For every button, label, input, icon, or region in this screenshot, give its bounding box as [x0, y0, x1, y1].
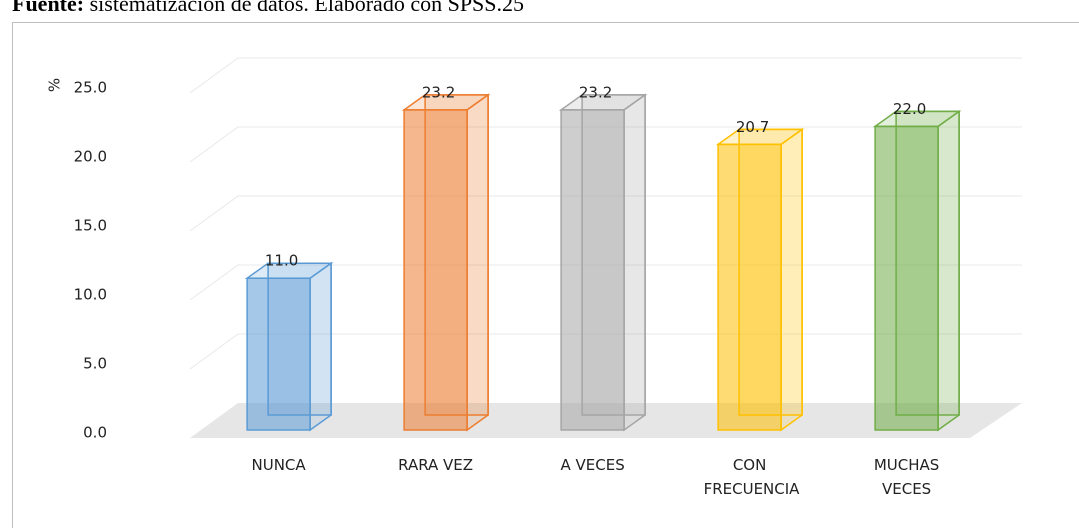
source-label: Fuente: [12, 0, 85, 16]
x-tick-label: NUNCA [251, 456, 306, 474]
source-note: Fuente: sistematización de datos. Elabor… [12, 0, 524, 17]
bar-side [466, 93, 489, 432]
bar-side [937, 109, 960, 432]
x-tick-label: CON FRECUENCIA [703, 456, 800, 498]
bar-side [780, 127, 803, 432]
value-label: 11.0 [265, 252, 298, 270]
y-tick-label: 5.0 [83, 355, 107, 373]
bar-front [246, 277, 311, 431]
chart-border [12, 22, 1079, 528]
x-tick-label: MUCHAS VECES [873, 456, 940, 498]
y-tick-label: 0.0 [83, 424, 107, 442]
value-label: 23.2 [579, 83, 612, 101]
grid-line [189, 57, 1022, 94]
bar-top [558, 94, 648, 111]
bar-top [872, 110, 962, 128]
x-tick-label: RARA VEZ [398, 456, 474, 474]
bar-front [717, 143, 782, 431]
bar [872, 109, 962, 432]
bar-side [623, 93, 646, 432]
bar-top [244, 262, 334, 279]
bar-front [874, 125, 939, 431]
y-tick-label: 10.0 [74, 286, 107, 304]
grid-line [189, 126, 1022, 163]
y-axis-label: % [46, 78, 64, 92]
value-label: 20.7 [736, 118, 769, 136]
value-label: 22.0 [893, 100, 926, 118]
bar-front [403, 109, 468, 431]
x-tick-label: A VECES [560, 456, 625, 474]
value-label: 23.2 [422, 83, 455, 101]
y-tick-label: 25.0 [74, 79, 107, 97]
bar-front [560, 109, 625, 431]
bar [558, 93, 648, 432]
bar-top [401, 94, 491, 111]
source-text: sistematización de datos. Elaborado con … [89, 0, 525, 16]
y-tick-label: 15.0 [74, 217, 107, 235]
bar [715, 127, 805, 432]
bar-side [309, 261, 332, 432]
y-tick-label: 20.0 [74, 148, 107, 166]
bar-top [715, 128, 805, 146]
bar [401, 93, 491, 432]
bar [244, 261, 334, 432]
